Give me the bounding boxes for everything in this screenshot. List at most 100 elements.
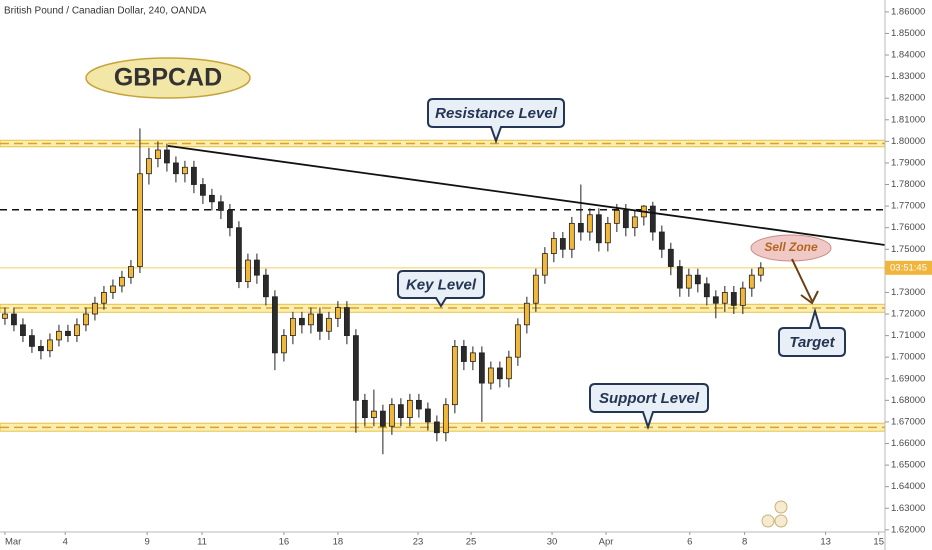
y-tick-label: 1.67000 <box>891 416 925 427</box>
candle-body <box>478 352 485 384</box>
candle-body <box>137 173 143 267</box>
x-tick-label: 8 <box>742 537 747 548</box>
y-tick-label: 1.62000 <box>891 524 925 535</box>
y-tick-label: 1.75000 <box>891 244 925 255</box>
x-tick-label: 11 <box>197 537 207 548</box>
x-tick-label: 6 <box>687 537 692 548</box>
candle-body <box>586 214 593 233</box>
candle-body <box>74 324 80 337</box>
candle-body <box>379 410 386 427</box>
candle-body <box>298 317 305 326</box>
candle-body <box>748 274 755 289</box>
candle-body <box>415 399 422 410</box>
candle-body <box>550 238 557 254</box>
y-tick-label: 1.82000 <box>891 93 925 104</box>
candle-body <box>29 335 35 347</box>
candle-body <box>622 210 629 229</box>
candle-body <box>236 227 242 283</box>
candle-body <box>343 307 350 337</box>
y-tick-label: 1.71000 <box>891 330 925 341</box>
symbol-text: GBPCAD <box>114 64 222 92</box>
candle-body <box>730 292 737 306</box>
candle-body <box>694 274 701 285</box>
candle-body <box>676 266 683 289</box>
candle-body <box>245 259 251 283</box>
candle-body <box>146 158 152 175</box>
candle-body <box>631 216 638 229</box>
y-tick-label: 1.65000 <box>891 460 925 471</box>
candle-body <box>667 248 674 267</box>
candle-body <box>164 149 170 164</box>
candle-body <box>101 292 107 304</box>
callout-text: Key Level <box>406 276 477 293</box>
candle-body <box>487 367 494 384</box>
x-tick-label: 18 <box>333 537 344 548</box>
candle-body <box>227 210 233 229</box>
y-tick-label: 1.76000 <box>891 222 925 233</box>
candle-body <box>658 231 665 250</box>
y-tick-label: 1.66000 <box>891 438 925 449</box>
x-tick-label: 30 <box>547 537 558 548</box>
y-tick-label: 1.68000 <box>891 395 925 406</box>
sell-arrow <box>791 258 813 302</box>
x-tick-label: 15 <box>873 537 884 548</box>
y-tick-label: 1.84000 <box>891 50 925 61</box>
candle-body <box>128 266 134 278</box>
sell-zone-text: Sell Zone <box>764 240 818 254</box>
candle-body <box>263 274 269 298</box>
candle-body <box>613 210 620 224</box>
y-tick-label: 1.81000 <box>891 114 925 125</box>
callout-text: Support Level <box>599 390 700 407</box>
callout-text: Target <box>789 334 835 351</box>
candle-body <box>685 274 692 289</box>
candle-body <box>281 335 287 354</box>
callout-box <box>427 98 565 144</box>
candle-body <box>523 302 530 326</box>
y-tick-label: 1.83000 <box>891 71 925 82</box>
candle-body <box>325 317 332 332</box>
trendline <box>167 145 886 246</box>
candle-body <box>20 324 26 337</box>
x-tick-label: Mar <box>5 537 21 548</box>
y-tick-label: 1.73000 <box>891 287 925 298</box>
x-tick-label: 4 <box>63 537 68 548</box>
candle-body <box>496 367 503 380</box>
x-tick-label: 25 <box>466 537 477 548</box>
candle-body <box>541 253 548 276</box>
candle-body <box>272 296 278 354</box>
x-tick-label: 16 <box>279 537 290 548</box>
candle-body <box>191 166 197 185</box>
candle-body <box>514 324 521 358</box>
candle-body <box>38 345 44 352</box>
candle-body <box>2 313 8 319</box>
annotations: GBPCAD Resistance Level Key Level Support L… <box>85 57 886 431</box>
candle-body <box>182 166 188 175</box>
candle-body <box>65 330 71 337</box>
logo-icons <box>761 500 788 528</box>
candle-body <box>460 345 467 362</box>
candle-body <box>433 421 440 434</box>
sell-arrow-head <box>800 290 819 305</box>
candle-body <box>173 162 179 175</box>
chart-title: British Pound / Canadian Dollar, 240, OA… <box>4 6 207 17</box>
candle-body <box>703 283 710 298</box>
y-tick-label: 1.85000 <box>891 28 925 39</box>
countdown-box <box>885 260 932 275</box>
candle-body <box>721 292 728 304</box>
callout-box <box>397 270 485 308</box>
candle-body <box>388 404 395 427</box>
candles <box>2 128 764 455</box>
candle-body <box>218 201 224 211</box>
candle-body <box>352 335 359 401</box>
candle-body <box>712 296 719 304</box>
candle-body <box>254 259 260 276</box>
candle-body <box>11 313 17 326</box>
candle-body <box>110 285 116 293</box>
candle-body <box>92 302 98 315</box>
candle-body <box>604 222 611 244</box>
countdown-label: 03:51:45 <box>890 262 927 273</box>
y-tick-label: 1.72000 <box>891 309 925 320</box>
y-tick-label: 1.77000 <box>891 201 925 212</box>
candle-body <box>307 313 314 326</box>
